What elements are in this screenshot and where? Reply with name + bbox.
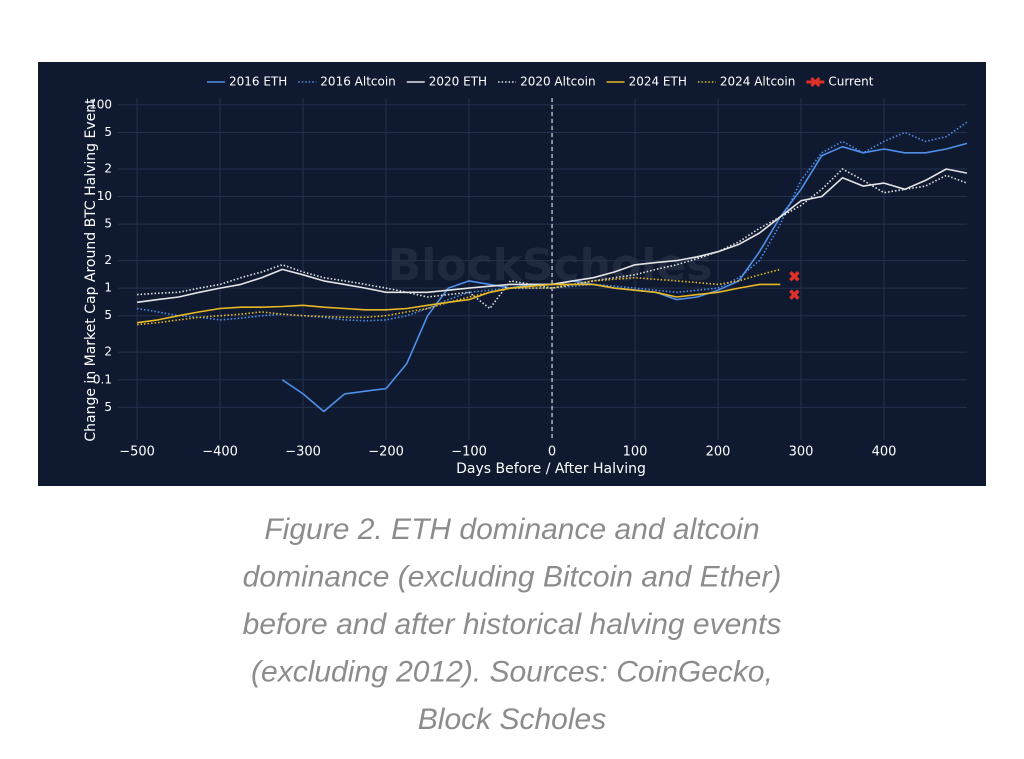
x-axis-label: Days Before / After Halving xyxy=(456,461,646,477)
y-tick-label: 2 xyxy=(104,345,112,359)
y-tick-label: 10 xyxy=(97,189,112,203)
legend-label: 2020 ETH xyxy=(429,75,487,89)
y-tick-label: 5 xyxy=(104,217,112,231)
current-marker xyxy=(789,289,800,300)
watermark: BlockScholes xyxy=(388,240,713,291)
y-tick-label: 2 xyxy=(104,253,112,267)
x-tick-label: −100 xyxy=(451,445,487,460)
x-tick-label: 300 xyxy=(789,445,814,460)
legend-label: Current xyxy=(828,75,873,89)
x-tick-label: −200 xyxy=(368,445,404,460)
series-line xyxy=(136,121,968,322)
legend-swatch xyxy=(806,76,825,88)
y-tick-label: 1 xyxy=(104,281,112,295)
x-tick-label: 100 xyxy=(623,445,648,460)
x-tick-label: −400 xyxy=(202,445,238,460)
caption-line: Figure 2. ETH dominance and altcoin xyxy=(264,513,759,546)
y-tick-label: 5 xyxy=(104,125,112,139)
current-marker xyxy=(789,270,800,282)
y-tick-label: 100 xyxy=(89,97,112,111)
caption-line: (excluding 2012). Sources: CoinGecko, xyxy=(251,655,773,688)
legend-label: 2016 ETH xyxy=(229,75,287,89)
caption-line: before and after historical halving even… xyxy=(243,608,782,641)
x-tick-label: 400 xyxy=(872,445,897,460)
x-tick-label: 0 xyxy=(548,445,556,460)
series-line xyxy=(136,283,781,324)
legend-label: 2020 Altcoin xyxy=(520,75,595,89)
caption-line: dominance (excluding Bitcoin and Ether) xyxy=(243,560,782,593)
x-tick-label: −300 xyxy=(285,445,321,460)
caption-line: Block Scholes xyxy=(418,703,606,736)
legend-label: 2016 Altcoin xyxy=(320,75,395,89)
legend-label: 2024 ETH xyxy=(629,75,687,89)
y-tick-label: 5 xyxy=(104,400,112,414)
y-axis-label: Change in Market Cap Around BTC Halving … xyxy=(83,98,99,442)
x-tick-label: −500 xyxy=(119,445,155,460)
legend-label: 2024 Altcoin xyxy=(720,75,795,89)
y-tick-label: 0.1 xyxy=(93,372,112,386)
y-tick-label: 5 xyxy=(104,308,112,322)
x-tick-label: 200 xyxy=(706,445,731,460)
y-tick-label: 2 xyxy=(104,161,112,175)
